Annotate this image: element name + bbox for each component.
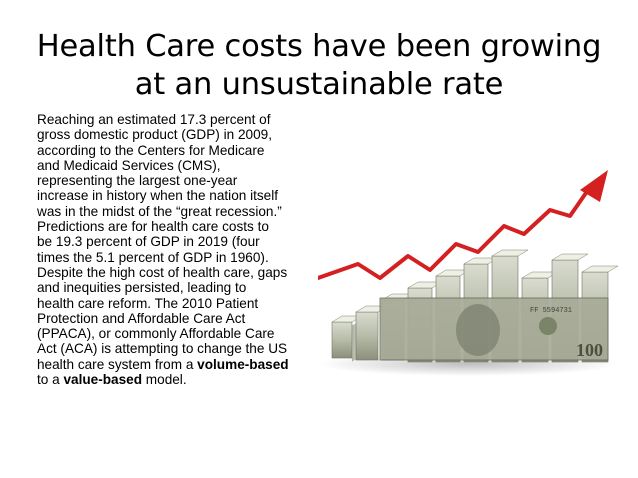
body-line: was in the midst of the “great recession…	[37, 203, 282, 219]
bill-denomination: 100	[576, 340, 603, 360]
arrow-head-icon	[580, 170, 608, 202]
body-line: and inequities persisted, leading to	[37, 280, 247, 296]
title-line-2: at an unsustainable rate	[134, 67, 504, 102]
body-line: be 19.3 percent of GDP in 2019 (four	[37, 234, 260, 250]
growth-arrow	[316, 170, 608, 280]
value-based-term: value-based	[63, 372, 143, 388]
slide-title: Health Care costs have been growing at a…	[20, 28, 618, 104]
body-text-segment: to a	[37, 372, 64, 388]
body-line: gross domestic product (GDP) in 2009,	[37, 127, 272, 143]
portrait-icon	[456, 304, 500, 356]
body-line: Predictions are for health care costs to	[37, 219, 269, 235]
body-line: representing the largest one-year	[37, 173, 238, 189]
bill-serial: FF 5594731	[530, 307, 572, 315]
body-text-segment: health care system from a	[37, 356, 198, 372]
front-bill: 100 FF 5594731	[379, 297, 609, 361]
body-line: Despite the high cost of health care, ga…	[37, 264, 288, 280]
body-line: increase in history when the nation itse…	[37, 188, 279, 204]
body-line: Act (ACA) is attempting to change the US	[37, 341, 288, 357]
body-line: to a value-based model.	[37, 372, 312, 387]
volume-based-term: volume-based	[197, 356, 289, 372]
money-stack-growth-arrow-image: 100 FF 5594731	[316, 160, 626, 380]
body-line: and Medicaid Services (CMS),	[37, 157, 221, 173]
seal-icon	[539, 317, 557, 335]
body-line: Reaching an estimated 17.3 percent of	[37, 112, 271, 127]
title-line-1: Health Care costs have been growing	[36, 29, 602, 64]
money-growth-illustration: 100 FF 5594731	[316, 170, 619, 376]
body-paragraph: Reaching an estimated 17.3 percent of gr…	[37, 112, 312, 387]
body-line: according to the Centers for Medicare	[37, 142, 265, 158]
body-line: times the 5.1 percent of GDP in 1960).	[37, 249, 269, 265]
body-line: health care system from a volume-based	[37, 357, 312, 372]
body-line: (PPACA), or commonly Affordable Care	[37, 326, 275, 342]
body-text-segment: model.	[142, 372, 187, 388]
body-line: health care reform. The 2010 Patient	[37, 295, 259, 311]
body-line: Protection and Affordable Care Act	[37, 310, 246, 326]
